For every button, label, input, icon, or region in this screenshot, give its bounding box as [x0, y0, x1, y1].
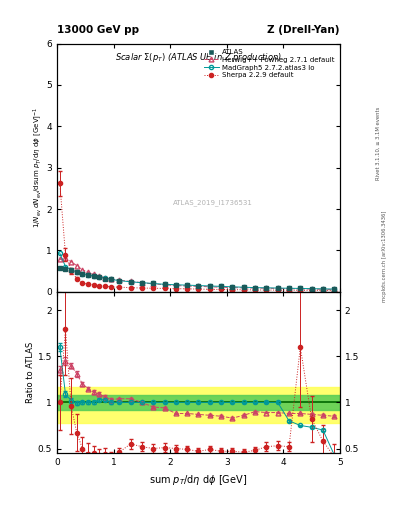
Legend: ATLAS, Herwig++ Powheg 2.7.1 default, MadGraph5 2.7.2.atlas3 lo, Sherpa 2.2.9 de: ATLAS, Herwig++ Powheg 2.7.1 default, Ma… [202, 47, 336, 80]
Text: Z (Drell-Yan): Z (Drell-Yan) [268, 25, 340, 35]
Text: Scalar $\Sigma(p_T)$ (ATLAS UE in Z production): Scalar $\Sigma(p_T)$ (ATLAS UE in Z prod… [115, 51, 282, 64]
Y-axis label: Ratio to ATLAS: Ratio to ATLAS [26, 342, 35, 403]
X-axis label: sum $p_T/{\rm d}\eta\ {\rm d}\phi$ [GeV]: sum $p_T/{\rm d}\eta\ {\rm d}\phi$ [GeV] [149, 473, 248, 486]
Text: Rivet 3.1.10, ≥ 3.1M events: Rivet 3.1.10, ≥ 3.1M events [376, 106, 381, 180]
Text: mcplots.cern.ch [arXiv:1306.3436]: mcplots.cern.ch [arXiv:1306.3436] [382, 210, 387, 302]
Text: ATLAS_2019_I1736531: ATLAS_2019_I1736531 [173, 199, 253, 206]
Y-axis label: $1/N_{\rm ev}\ dN_{\rm ev}/{\rm dsum}\ p_T/{\rm d}\eta\ {\rm d}\phi\ [{\rm GeV}]: $1/N_{\rm ev}\ dN_{\rm ev}/{\rm dsum}\ p… [31, 107, 44, 228]
Bar [57, 387, 340, 423]
Bar [57, 395, 340, 410]
Text: 13000 GeV pp: 13000 GeV pp [57, 25, 139, 35]
